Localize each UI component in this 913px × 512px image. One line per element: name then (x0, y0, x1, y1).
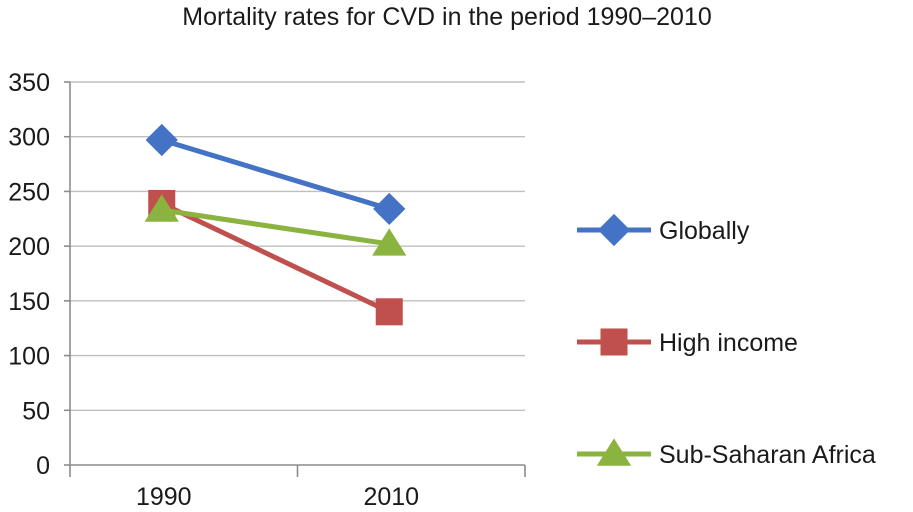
legend-label: Globally (659, 217, 750, 245)
y-tick-label: 200 (8, 233, 50, 261)
y-tick-label: 0 (36, 452, 50, 480)
legend-marker (596, 438, 632, 466)
y-tick-label: 100 (8, 343, 50, 371)
legend-item-high-income: High income (577, 328, 798, 357)
chart-title: Mortality rates for CVD in the period 19… (182, 3, 711, 31)
y-tick-label: 150 (8, 288, 50, 316)
data-point-sub-saharan-africa (144, 194, 179, 222)
y-tick-label: 350 (8, 69, 50, 97)
legend-marker (600, 328, 628, 356)
y-tick-label: 250 (8, 178, 50, 206)
y-tick-label: 300 (8, 124, 50, 152)
series-line-high-income (160, 201, 391, 315)
series-high-income (148, 189, 403, 326)
legend-marker (597, 213, 631, 247)
legend-label: High income (659, 329, 798, 357)
gridlines (70, 81, 525, 411)
series-line-sub-saharan-africa (161, 207, 390, 247)
series (144, 123, 407, 326)
data-point-globally (145, 123, 178, 157)
axes (64, 81, 526, 477)
data-point-sub-saharan-africa (372, 228, 407, 256)
data-point-high-income (375, 298, 403, 326)
y-tick-label: 50 (22, 397, 50, 425)
x-tick-label: 1990 (136, 483, 192, 511)
series-sub-saharan-africa (144, 194, 407, 256)
legend-item-sub-saharan-africa: Sub-Saharan Africa (577, 438, 876, 469)
legend-label: Sub-Saharan Africa (659, 441, 876, 469)
data-point-globally (373, 192, 406, 226)
x-axis-tick-labels: 1990 2010 (136, 483, 419, 511)
legend: Globally High income Sub-Saharan Africa (577, 213, 876, 469)
x-tick-label: 2010 (363, 483, 419, 511)
legend-item-globally: Globally (577, 213, 750, 247)
series-line-globally (161, 137, 390, 212)
y-axis-tick-labels: 0 50 100 150 200 250 300 350 (8, 69, 50, 480)
series-globally (145, 123, 406, 226)
